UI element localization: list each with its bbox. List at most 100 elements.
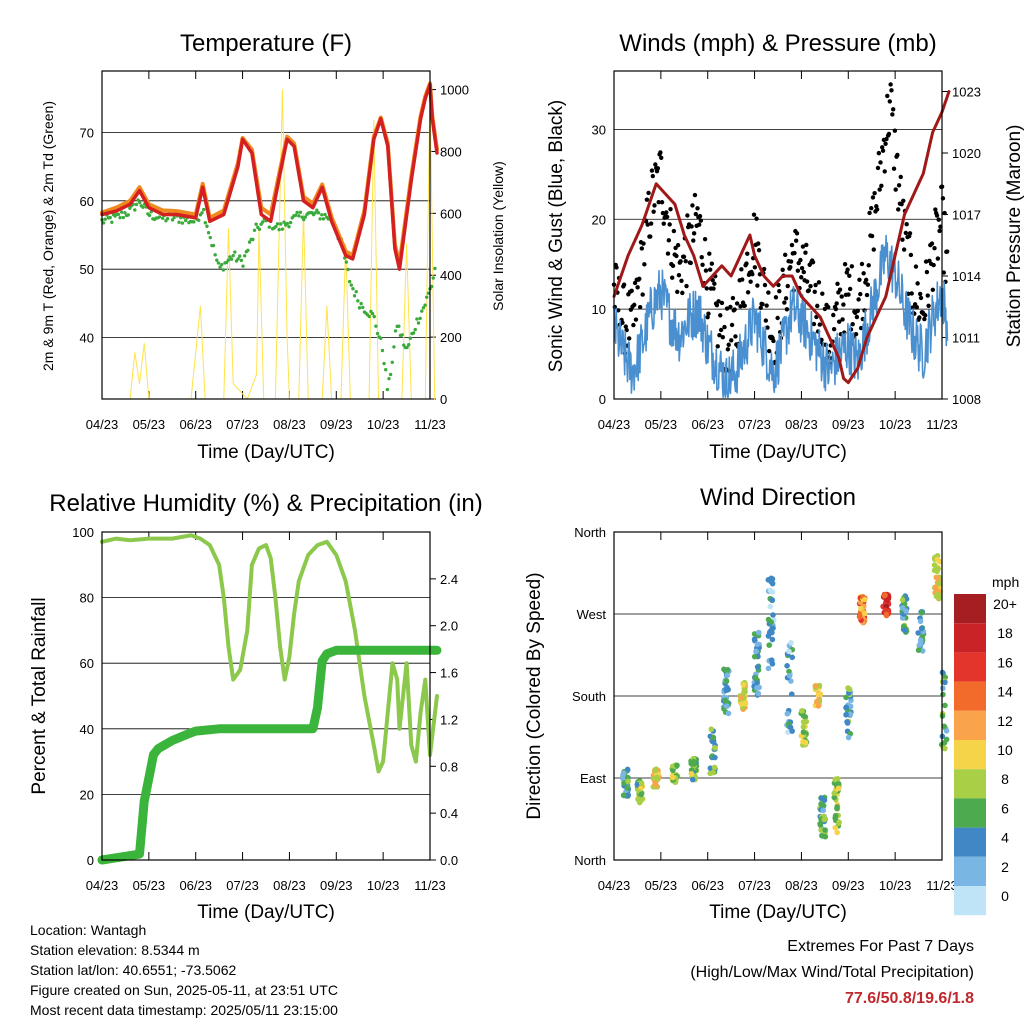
gust-point [773, 295, 779, 300]
gust-point [801, 269, 806, 275]
dewpoint-point [141, 205, 145, 210]
legend-swatch [954, 710, 986, 740]
gust-point [789, 242, 795, 248]
gust-point [870, 195, 876, 200]
gust-point [754, 216, 759, 221]
gust-point [922, 316, 927, 322]
gust-point [705, 314, 710, 320]
dewpoint-point [429, 284, 434, 289]
gust-point [678, 259, 683, 264]
gust-point [812, 289, 817, 295]
dewpoint-point [192, 220, 196, 224]
y2-tick-label: 1011 [952, 331, 980, 346]
dewpoint-point [231, 253, 235, 258]
y-tick-label: 30 [592, 122, 606, 137]
gust-point [718, 313, 723, 318]
x-tick-label: 08/23 [785, 878, 818, 893]
direction-point [919, 609, 925, 616]
gust-point [739, 267, 744, 272]
plot-border [613, 531, 943, 861]
gust-point [645, 222, 650, 227]
dewpoint-point [147, 213, 152, 218]
direction-point [883, 611, 890, 618]
dewpoint-point [316, 211, 321, 215]
dewpoint-point [361, 305, 365, 310]
gust-point [658, 150, 663, 155]
gust-point [711, 286, 716, 291]
x-tick-label: 09/23 [832, 878, 865, 893]
y-tick-label: 60 [80, 194, 94, 209]
gust-point [889, 88, 894, 93]
gust-point [652, 203, 657, 208]
gust-point [904, 222, 909, 227]
dewpoint-point [415, 317, 419, 321]
dewpoint-point [213, 253, 217, 257]
direction-point [834, 805, 840, 812]
gust-point [798, 257, 803, 263]
direction-point [819, 833, 826, 839]
y-tick-label: 0 [599, 392, 606, 407]
dewpoint-point [215, 258, 219, 262]
gust-point [837, 287, 843, 292]
gust-point [788, 265, 793, 270]
gust-point [890, 107, 896, 112]
gust-point [679, 278, 684, 283]
y-tick-label: 40 [80, 331, 94, 346]
gust-point [732, 307, 737, 312]
gust-point [783, 252, 788, 258]
gust-point [707, 251, 712, 256]
direction-point [845, 734, 852, 741]
dewpoint-point [347, 279, 352, 284]
gust-point [813, 282, 818, 288]
dewpoint-point [384, 368, 388, 372]
direction-point [915, 647, 922, 654]
direction-point [931, 562, 938, 568]
gust-point [788, 259, 794, 264]
dewpoint-point [374, 324, 378, 328]
direction-point [813, 698, 820, 705]
y-tick-label: 100 [72, 525, 94, 540]
direction-point [768, 657, 775, 663]
speed-legend: mph 20+ 18 16 14 12 10 8 6 4 2 0 [954, 574, 1019, 916]
direction-point [769, 636, 776, 643]
gust-point [651, 209, 656, 214]
gust-point [861, 271, 866, 276]
direction-point [940, 685, 946, 692]
direction-point [941, 723, 948, 730]
dewpoint-point [211, 243, 216, 248]
gust-point [892, 128, 898, 133]
dewpoint-point [138, 200, 142, 205]
dewpoint-point [425, 295, 429, 299]
gust-point [717, 333, 722, 338]
direction-point [940, 691, 946, 698]
gust-point [646, 190, 651, 196]
direction-point [822, 816, 828, 822]
gust-point [691, 238, 696, 243]
gust-point [863, 277, 869, 283]
direction-point [786, 648, 792, 655]
gust-point [614, 265, 619, 270]
direction-point [942, 702, 948, 709]
dewpoint-point [242, 254, 247, 258]
direction-point [767, 603, 774, 610]
solar-insolation-line [129, 89, 436, 400]
plot-border [613, 70, 943, 400]
gust-point [816, 280, 822, 285]
gust-point [859, 261, 865, 267]
gust-point [760, 301, 765, 307]
dewpoint-point [320, 213, 324, 217]
direction-point [831, 794, 838, 801]
dewpoint-point [344, 260, 349, 264]
gust-point [937, 228, 942, 234]
gust-point [782, 300, 787, 305]
direction-point [803, 718, 810, 725]
direction-point [836, 819, 842, 826]
y-tick-label: 20 [592, 212, 606, 227]
direction-point [786, 668, 792, 675]
direction-point [638, 780, 645, 787]
gust-point [871, 247, 876, 252]
gust-point [714, 303, 720, 308]
gust-point [884, 136, 889, 142]
direction-point [724, 703, 730, 710]
gust-point [650, 173, 655, 179]
